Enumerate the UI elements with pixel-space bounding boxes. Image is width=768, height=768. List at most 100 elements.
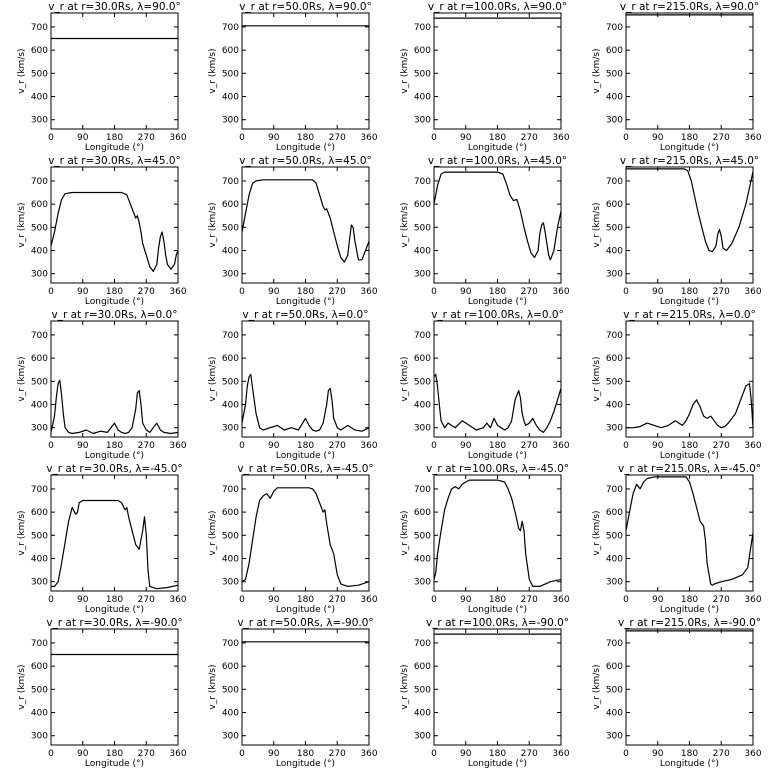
x-tick-label: 180	[489, 133, 506, 143]
y-tick-label: 500	[222, 685, 239, 695]
y-tick-label: 300	[31, 578, 48, 588]
y-axis-label: v_r (km/s)	[208, 356, 218, 401]
x-tick-label: 0	[239, 133, 245, 143]
x-axis-label: Longitude (°)	[660, 143, 719, 153]
panel-5: v_r at r=30.0Rs, λ=45.0° 0 90 180 270 360 300 4…	[17, 155, 187, 307]
x-tick-label: 0	[623, 441, 629, 451]
y-tick-label: 600	[606, 508, 623, 518]
y-tick-label: 600	[31, 662, 48, 672]
panel-3: v_r at r=100.0Rs, λ=90.0° 0 90 180 270 360 300…	[400, 1, 570, 153]
x-tick-label: 270	[329, 595, 346, 605]
panel-12: v_r at r=215.0Rs, λ=0.0° 0 90 180 270 360 300 4…	[592, 309, 762, 461]
y-tick-label: 500	[414, 377, 431, 387]
x-tick-label: 270	[521, 133, 538, 143]
x-tick-label: 360	[552, 749, 569, 759]
y-tick-label: 500	[606, 685, 623, 695]
x-tick-label: 360	[744, 749, 761, 759]
y-tick-label: 300	[606, 424, 623, 434]
panel-title: v_r at r=30.0Rs, λ=-45.0°	[46, 463, 182, 475]
x-axis-label: Longitude (°)	[276, 297, 335, 307]
panel-title: v_r at r=215.0Rs, λ=90.0°	[620, 1, 759, 13]
y-axis-label: v_r (km/s)	[592, 664, 602, 709]
y-tick-label: 600	[414, 662, 431, 672]
x-axis-label: Longitude (°)	[85, 297, 144, 307]
x-tick-label: 360	[169, 287, 186, 297]
y-tick-label: 700	[606, 639, 623, 649]
y-tick-label: 500	[31, 531, 48, 541]
x-tick-label: 270	[521, 749, 538, 759]
x-tick-label: 270	[138, 749, 155, 759]
y-tick-label: 400	[606, 709, 623, 719]
x-tick-label: 90	[652, 749, 664, 759]
y-tick-label: 400	[222, 93, 239, 103]
x-tick-label: 360	[360, 441, 377, 451]
y-tick-label: 400	[606, 401, 623, 411]
y-tick-label: 700	[222, 177, 239, 187]
y-tick-label: 700	[606, 177, 623, 187]
x-tick-label: 270	[713, 595, 730, 605]
y-tick-label: 600	[414, 46, 431, 56]
y-tick-label: 300	[606, 578, 623, 588]
x-tick-label: 270	[329, 749, 346, 759]
panel-title: v_r at r=50.0Rs, λ=0.0°	[243, 309, 369, 321]
x-tick-label: 90	[460, 441, 472, 451]
panel-title: v_r at r=30.0Rs, λ=90.0°	[48, 1, 181, 13]
y-tick-label: 300	[31, 116, 48, 126]
y-tick-label: 500	[222, 223, 239, 233]
y-tick-label: 400	[31, 247, 48, 257]
x-tick-label: 90	[77, 287, 89, 297]
y-tick-label: 700	[31, 23, 48, 33]
y-tick-label: 500	[222, 69, 239, 79]
x-tick-label: 90	[652, 595, 664, 605]
x-tick-label: 90	[268, 749, 280, 759]
y-axis-label: v_r (km/s)	[592, 48, 602, 93]
y-tick-label: 600	[414, 354, 431, 364]
x-axis-label: Longitude (°)	[276, 143, 335, 153]
y-tick-label: 700	[31, 177, 48, 187]
y-tick-label: 600	[222, 354, 239, 364]
y-tick-label: 700	[31, 639, 48, 649]
y-tick-label: 300	[606, 732, 623, 742]
panel-18: v_r at r=50.0Rs, λ=-90.0° 0 90 180 270 360 300…	[208, 617, 378, 768]
x-tick-label: 360	[744, 441, 761, 451]
panel-16: v_r at r=215.0Rs, λ=-45.0° 0 90 180 270 360 30…	[592, 463, 762, 615]
series-line	[51, 499, 179, 590]
x-tick-label: 90	[268, 133, 280, 143]
series-line	[626, 383, 754, 429]
x-tick-label: 0	[431, 595, 437, 605]
x-tick-label: 180	[681, 133, 698, 143]
x-tick-label: 180	[489, 595, 506, 605]
x-tick-label: 90	[460, 133, 472, 143]
y-axis-label: v_r (km/s)	[208, 48, 218, 93]
x-axis-label: Longitude (°)	[468, 297, 527, 307]
plot-frame	[50, 12, 179, 130]
x-tick-label: 360	[552, 133, 569, 143]
x-tick-label: 180	[489, 287, 506, 297]
plot-frame	[241, 12, 370, 130]
x-tick-label: 360	[360, 595, 377, 605]
y-axis-label: v_r (km/s)	[208, 202, 218, 247]
y-tick-label: 700	[414, 177, 431, 187]
x-tick-label: 270	[521, 595, 538, 605]
series-line	[241, 487, 370, 588]
x-tick-label: 90	[268, 287, 280, 297]
y-axis-label: v_r (km/s)	[17, 202, 27, 247]
series-line	[241, 373, 370, 432]
x-tick-label: 0	[431, 749, 437, 759]
panel-title: v_r at r=215.0Rs, λ=-90.0°	[618, 617, 761, 629]
x-tick-label: 180	[297, 749, 314, 759]
panel-title: v_r at r=215.0Rs, λ=-45.0°	[618, 463, 761, 475]
y-tick-label: 500	[31, 69, 48, 79]
x-tick-label: 90	[268, 595, 280, 605]
y-tick-label: 400	[414, 555, 431, 565]
series-line	[626, 168, 754, 253]
x-tick-label: 90	[652, 287, 664, 297]
y-tick-label: 400	[31, 93, 48, 103]
x-tick-label: 0	[431, 133, 437, 143]
panel-11: v_r at r=100.0Rs, λ=0.0° 0 90 180 270 360 300 4…	[400, 309, 570, 461]
y-tick-label: 500	[222, 531, 239, 541]
y-tick-label: 500	[414, 531, 431, 541]
x-tick-label: 0	[431, 287, 437, 297]
y-tick-label: 700	[606, 485, 623, 495]
x-axis-label: Longitude (°)	[660, 451, 719, 461]
